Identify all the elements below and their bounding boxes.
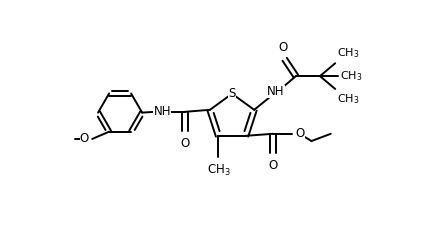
Text: CH$_3$: CH$_3$ (337, 46, 360, 60)
Text: O: O (296, 127, 305, 140)
Text: O: O (278, 41, 287, 54)
Text: O: O (80, 132, 89, 145)
Text: O: O (181, 137, 190, 150)
Text: NH: NH (153, 105, 171, 118)
Text: CH$_3$: CH$_3$ (340, 69, 363, 83)
Text: O: O (268, 159, 278, 172)
Text: NH: NH (267, 85, 285, 98)
Text: CH$_3$: CH$_3$ (206, 163, 230, 178)
Text: CH$_3$: CH$_3$ (337, 92, 360, 106)
Text: S: S (229, 87, 236, 100)
